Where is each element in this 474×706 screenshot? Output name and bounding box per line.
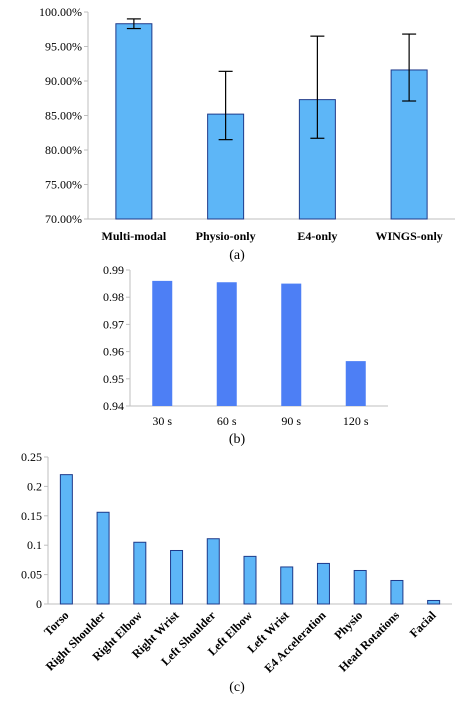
bar [152,280,173,406]
bar [316,562,330,605]
x-tick-label: 120 s [343,414,369,428]
y-tick-label: 100.00% [39,5,82,19]
bar [206,538,220,605]
y-tick-label: 0.2 [27,479,42,493]
x-tick-label: WINGS-only [375,229,442,243]
y-tick-label: 95.00% [45,40,82,54]
y-tick-label: 0.15 [21,509,42,523]
bar [280,566,294,605]
bar [281,283,302,406]
x-tick-label: 90 s [281,414,301,428]
y-tick-label: 80.00% [45,143,82,157]
x-tick-label: E4-only [297,229,337,243]
bar [133,541,147,605]
y-tick-label: 70.00% [45,212,82,226]
bar [216,282,237,406]
y-tick-label: 0 [36,597,42,611]
x-tick-label: Physio [331,608,365,642]
y-tick-label: 90.00% [45,74,82,88]
y-tick-label: 0.05 [21,568,42,582]
bar [390,579,404,605]
y-tick-label: 0.94 [103,399,124,413]
x-tick-label: 30 s [152,414,172,428]
y-tick-label: 0.99 [103,263,124,277]
chart-caption: (c) [229,680,245,695]
y-tick-label: 0.95 [103,372,124,386]
bar [427,599,441,605]
bar [96,511,110,605]
x-tick-label: 60 s [217,414,237,428]
chart-b-window-length: 0.94 0.95 0.96 0.97 0.98 0.99 30 s 60 s 90 s 120 … [103,263,388,447]
bar [345,361,366,406]
x-tick-label: Facial [407,608,440,641]
y-tick-label: 85.00% [45,109,82,123]
y-tick-label: 0.96 [103,345,124,359]
bar [353,569,367,605]
chart-caption: (b) [229,432,246,447]
y-tick-label: 0.97 [103,317,124,331]
bar [115,23,153,220]
chart-caption: (a) [229,248,245,263]
bar [243,555,257,605]
x-tick-label: Physio-only [196,229,256,243]
x-tick-label: Torso [41,608,71,638]
y-tick-label: 75.00% [45,178,82,192]
y-tick-label: 0.1 [27,538,42,552]
y-tick-label: 0.98 [103,290,124,304]
y-tick-label: 0.25 [21,450,42,464]
bar [170,549,184,605]
x-tick-label: Multi-modal [102,229,167,243]
chart-a-accuracy: 70.00% 75.00% 80.00% 85.00% 90.00% 95.00% 100.… [39,5,455,263]
bar [59,474,73,605]
